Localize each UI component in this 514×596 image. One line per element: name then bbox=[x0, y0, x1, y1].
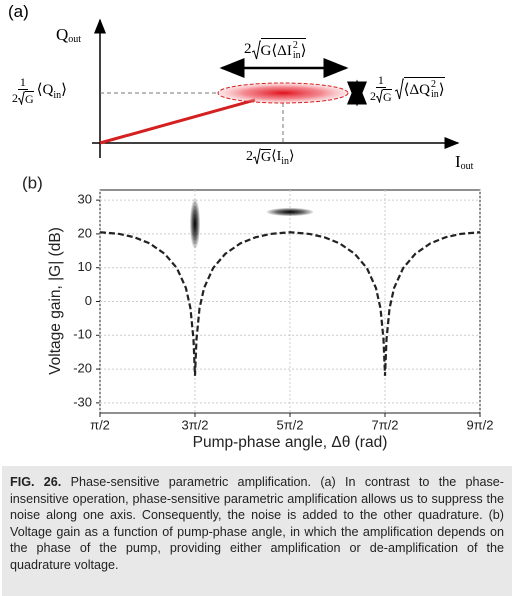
x-tick-label: π/2 bbox=[90, 417, 110, 432]
noise-ellipse bbox=[217, 82, 349, 104]
radicand: G bbox=[25, 91, 34, 106]
subscript: in bbox=[431, 89, 439, 100]
radicand-text: G⟨ΔI bbox=[260, 42, 292, 59]
fraction: 1 2 G bbox=[370, 74, 392, 103]
prefix: 2 bbox=[244, 41, 252, 57]
radical bbox=[376, 89, 383, 103]
scripts: 2 in bbox=[293, 41, 301, 61]
radical bbox=[253, 148, 261, 165]
y-tick-label: 30 bbox=[78, 192, 92, 207]
noise-ellipse bbox=[266, 207, 314, 217]
numerator: 1 bbox=[17, 75, 28, 90]
x-tick-label: 5π/2 bbox=[276, 417, 303, 432]
radical bbox=[251, 40, 261, 59]
caption-text: Phase-sensitive parametric amplification… bbox=[10, 475, 505, 572]
prefix: 2 bbox=[12, 91, 18, 105]
prefix: 2 bbox=[246, 148, 253, 164]
radical bbox=[18, 91, 25, 105]
y-axis-title: Voltage gain, |G| (dB) bbox=[47, 227, 64, 375]
panel-a-diagram bbox=[92, 18, 460, 158]
superscript: 2 bbox=[292, 40, 298, 51]
radicand-text: ⟨ΔQ bbox=[403, 81, 431, 98]
i-mean-label: 2 G ⟨I in ⟩ bbox=[246, 148, 295, 167]
radicand: G bbox=[261, 148, 272, 165]
symbol: I bbox=[455, 152, 461, 171]
denominator: 2 G bbox=[12, 90, 34, 105]
subscript: out bbox=[68, 33, 82, 45]
y-tick-label: 20 bbox=[78, 225, 92, 240]
mean: ⟨Q bbox=[36, 82, 54, 98]
superscript: 2 bbox=[431, 79, 437, 90]
caption-label: FIG. 26. bbox=[10, 475, 62, 489]
subscript: in bbox=[292, 50, 301, 61]
bracket: ⟩ bbox=[300, 42, 307, 59]
q-mean-label: 1 2 G ⟨Q in ⟩ bbox=[12, 76, 67, 105]
mean: ⟨I bbox=[271, 148, 282, 164]
symbol: Q bbox=[56, 25, 69, 44]
width-label: 2 G⟨ΔI 2 in ⟩ bbox=[244, 38, 307, 61]
mean-vector bbox=[99, 98, 256, 145]
y-tick-label: -30 bbox=[73, 394, 92, 409]
radicand: G⟨ΔI 2 in ⟩ bbox=[260, 38, 307, 61]
panel-label: (b) bbox=[22, 173, 43, 192]
x-tick-label: 3π/2 bbox=[181, 417, 208, 432]
numerator: 1 bbox=[375, 73, 386, 88]
panel-label: (a) bbox=[8, 2, 29, 21]
radicand: G bbox=[383, 89, 392, 104]
bracket: ⟩ bbox=[61, 82, 67, 98]
denominator: 2 G bbox=[370, 88, 392, 103]
y-tick-label: -20 bbox=[73, 361, 92, 376]
subscript: in bbox=[53, 89, 62, 101]
y-tick-label: 10 bbox=[78, 259, 92, 274]
caption: FIG. 26. Phase-sensitive parametric ampl… bbox=[2, 466, 512, 596]
gain-curve bbox=[99, 231, 481, 376]
x-tick-label: 7π/2 bbox=[371, 417, 398, 432]
x-tick-label: 9π/2 bbox=[466, 417, 493, 432]
subscript: in bbox=[281, 155, 290, 167]
noise-ellipse bbox=[189, 198, 200, 249]
prefix: 2 bbox=[370, 89, 376, 103]
radicand: ⟨ΔQ 2 in ⟩ bbox=[403, 77, 445, 100]
bracket: ⟩ bbox=[289, 148, 295, 164]
height-label: 1 2 G ⟨ΔQ 2 in ⟩ bbox=[370, 74, 445, 103]
y-tick-label: 0 bbox=[85, 293, 92, 308]
x-axis-title: Pump-phase angle, Δθ (rad) bbox=[193, 434, 388, 451]
chart: (b) Pump-phase angle, Δθ (rad) Voltage g… bbox=[22, 173, 494, 451]
bracket: ⟩ bbox=[438, 81, 445, 98]
subscript: out bbox=[460, 160, 474, 172]
scripts: 2 in bbox=[431, 80, 439, 100]
y-tick-label: -10 bbox=[73, 327, 92, 342]
radical bbox=[394, 78, 404, 99]
fraction: 1 2 G bbox=[12, 76, 34, 105]
